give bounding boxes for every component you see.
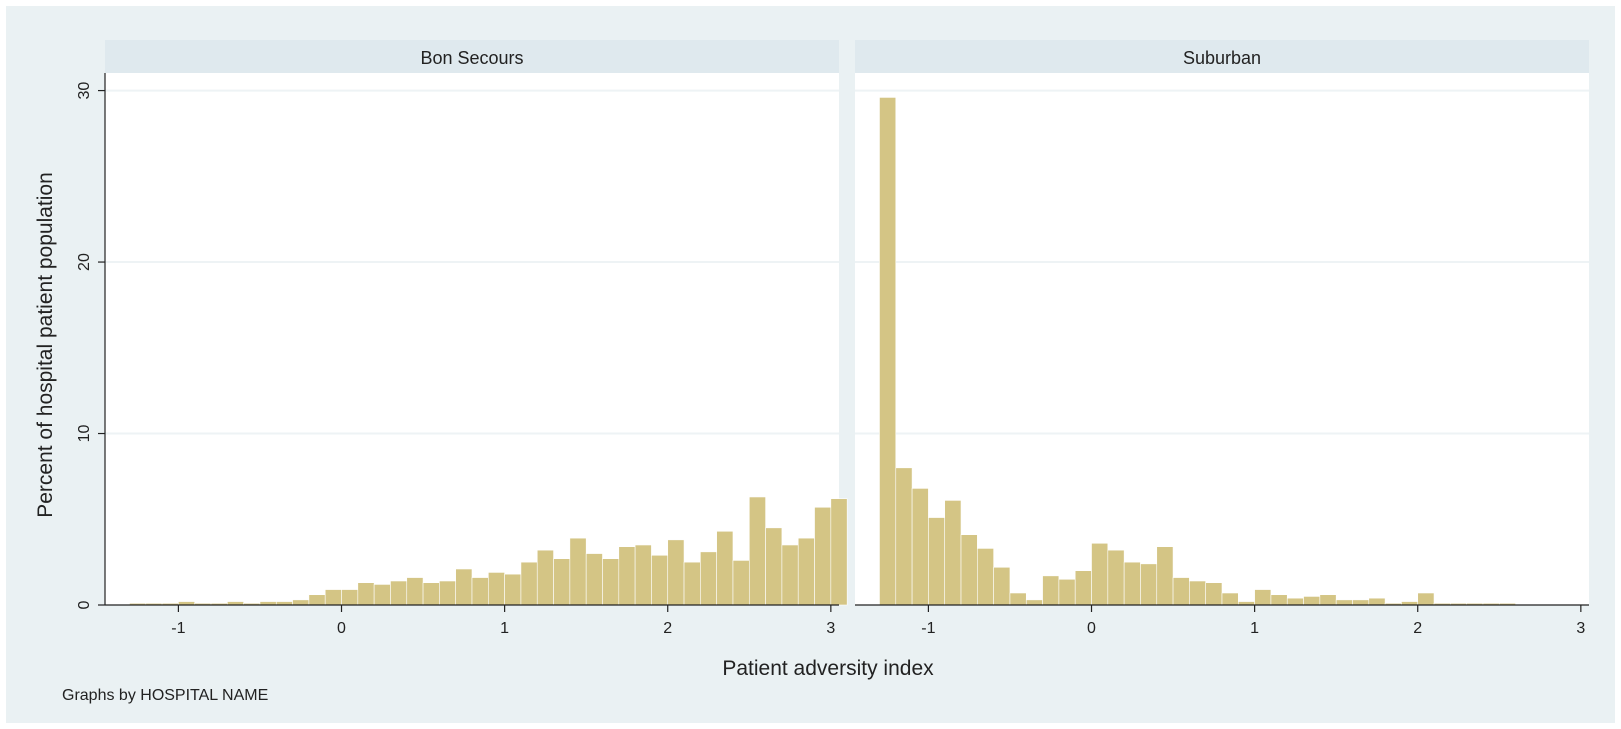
- bar-suburban-28: [1335, 599, 1353, 606]
- bar-bon-secours-38: [748, 496, 766, 606]
- x-tick-label-bon-secours-4: 3: [826, 620, 835, 637]
- bar-bon-secours-15: [373, 584, 391, 606]
- bar-bon-secours-14: [357, 582, 375, 606]
- bar-bon-secours-25: [536, 549, 554, 606]
- panel-title-bon-secours: Bon Secours: [420, 48, 523, 68]
- x-tick-label-suburban-0: -1: [921, 620, 935, 637]
- bar-bon-secours-26: [553, 558, 571, 606]
- x-axis-suburban: -1 0 1 2 3: [855, 604, 1589, 637]
- panel-title-suburban: Suburban: [1183, 48, 1261, 68]
- gridlines-bon-secours: [105, 89, 839, 435]
- x-tick-label-suburban-1: 0: [1087, 620, 1096, 637]
- plot-area-bon-secours: [105, 73, 839, 605]
- bar-suburban-2: [911, 488, 929, 606]
- bars-bon-secours: [129, 496, 848, 606]
- bar-bon-secours-13: [341, 589, 359, 606]
- x-tick-label-suburban-4: 3: [1576, 620, 1585, 637]
- bar-suburban-33: [1417, 592, 1435, 606]
- bar-suburban-25: [1286, 597, 1304, 606]
- bar-bon-secours-20: [455, 568, 473, 606]
- bar-bon-secours-33: [667, 539, 685, 606]
- x-axis-bon-secours: -1 0 1 2 3: [105, 604, 839, 637]
- bar-suburban-13: [1091, 542, 1109, 606]
- bar-suburban-18: [1172, 577, 1190, 606]
- bar-suburban-3: [928, 517, 946, 606]
- bar-bon-secours-19: [439, 580, 456, 606]
- bar-bon-secours-23: [504, 573, 522, 606]
- bar-bon-secours-35: [700, 551, 717, 606]
- bar-bon-secours-39: [765, 527, 783, 606]
- plot-area-suburban: [855, 73, 1589, 605]
- x-tick-label-suburban-2: 1: [1250, 620, 1259, 637]
- y-tick-label-0: 0: [76, 600, 93, 609]
- bar-bon-secours-27: [569, 537, 587, 606]
- bars-suburban: [879, 97, 1516, 606]
- y-axis: 0 10 20 30: [76, 73, 106, 609]
- bar-bon-secours-40: [781, 544, 799, 606]
- gridlines-suburban: [855, 89, 1589, 435]
- bar-suburban-10: [1042, 575, 1060, 606]
- bar-bon-secours-12: [324, 589, 342, 606]
- x-tick-label-bon-secours-0: -1: [171, 620, 185, 637]
- bar-bon-secours-16: [390, 580, 408, 606]
- bar-suburban-5: [960, 534, 978, 606]
- bar-bon-secours-37: [732, 560, 750, 606]
- y-tick-label-2: 20: [76, 253, 93, 271]
- bar-bon-secours-34: [683, 561, 701, 606]
- bar-bon-secours-29: [602, 558, 620, 606]
- bar-suburban-6: [977, 548, 994, 606]
- bar-suburban-0: [879, 97, 897, 606]
- bar-suburban-1: [895, 467, 913, 606]
- bar-suburban-7: [993, 566, 1011, 606]
- panel-header-suburban: [855, 40, 1589, 73]
- bar-suburban-24: [1270, 594, 1288, 606]
- bar-suburban-23: [1254, 589, 1272, 606]
- panel-bon-secours: Bon Secours -1 0 1 2 3 0 10 20 30: [76, 40, 848, 637]
- bar-suburban-20: [1205, 582, 1223, 606]
- bar-suburban-11: [1058, 578, 1076, 606]
- x-axis-label: Patient adversity index: [722, 657, 934, 680]
- bar-suburban-27: [1319, 594, 1337, 606]
- bar-bon-secours-24: [520, 561, 538, 606]
- bar-bon-secours-18: [422, 582, 440, 606]
- bar-bon-secours-17: [406, 577, 424, 606]
- bar-bon-secours-41: [797, 537, 815, 606]
- bar-bon-secours-43: [830, 498, 848, 606]
- bar-suburban-29: [1352, 599, 1370, 606]
- bar-bon-secours-11: [308, 594, 326, 606]
- bar-bon-secours-31: [634, 544, 652, 606]
- figure-note: Graphs by HOSPITAL NAME: [62, 687, 268, 704]
- bar-bon-secours-32: [651, 554, 669, 606]
- bar-bon-secours-22: [488, 572, 505, 606]
- bar-bon-secours-21: [471, 577, 489, 606]
- bar-suburban-4: [944, 500, 962, 606]
- bar-bon-secours-42: [814, 506, 832, 606]
- bar-suburban-8: [1009, 592, 1027, 606]
- bar-suburban-17: [1156, 546, 1174, 606]
- bar-bon-secours-10: [292, 599, 310, 606]
- x-tick-label-bon-secours-2: 1: [500, 620, 509, 637]
- bar-bon-secours-36: [716, 530, 734, 606]
- panel-suburban: Suburban -1 0 1 2 3: [855, 40, 1589, 637]
- bar-suburban-26: [1303, 596, 1321, 606]
- bar-suburban-16: [1140, 563, 1158, 606]
- bar-bon-secours-28: [585, 553, 603, 606]
- y-axis-label: Percent of hospital patient population: [34, 172, 57, 518]
- bar-suburban-12: [1074, 570, 1092, 606]
- x-tick-label-suburban-3: 2: [1413, 620, 1422, 637]
- bar-suburban-15: [1123, 561, 1141, 606]
- x-tick-label-bon-secours-3: 2: [663, 620, 672, 637]
- y-tick-label-3: 30: [76, 82, 93, 100]
- bar-suburban-19: [1189, 580, 1206, 606]
- bar-suburban-30: [1368, 597, 1386, 606]
- x-tick-label-bon-secours-1: 0: [337, 620, 346, 637]
- bar-suburban-14: [1107, 549, 1125, 606]
- bar-suburban-21: [1221, 592, 1239, 606]
- bar-suburban-9: [1025, 599, 1043, 606]
- bar-bon-secours-30: [618, 546, 636, 606]
- y-tick-label-1: 10: [76, 425, 93, 443]
- panel-header-bon-secours: [105, 40, 839, 73]
